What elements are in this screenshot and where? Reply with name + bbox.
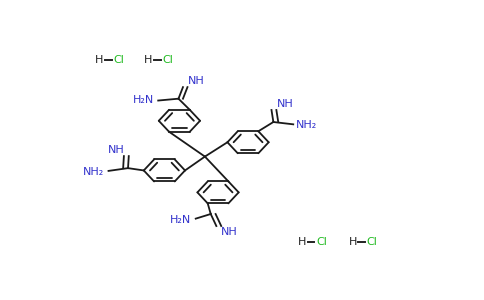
Text: NH: NH [277,99,294,109]
Text: NH₂: NH₂ [296,120,318,130]
Text: H₂N: H₂N [169,215,191,225]
Text: NH: NH [107,145,124,155]
Text: NH₂: NH₂ [83,167,104,177]
Text: Cl: Cl [162,55,173,65]
Text: H: H [95,55,104,65]
Text: NH: NH [187,76,204,86]
Text: H: H [348,237,357,247]
Text: H: H [298,237,306,247]
Text: H: H [144,55,152,65]
Text: Cl: Cl [316,237,327,247]
Text: NH: NH [221,227,238,237]
Text: Cl: Cl [113,55,124,65]
Text: H₂N: H₂N [133,95,154,105]
Text: Cl: Cl [366,237,378,247]
